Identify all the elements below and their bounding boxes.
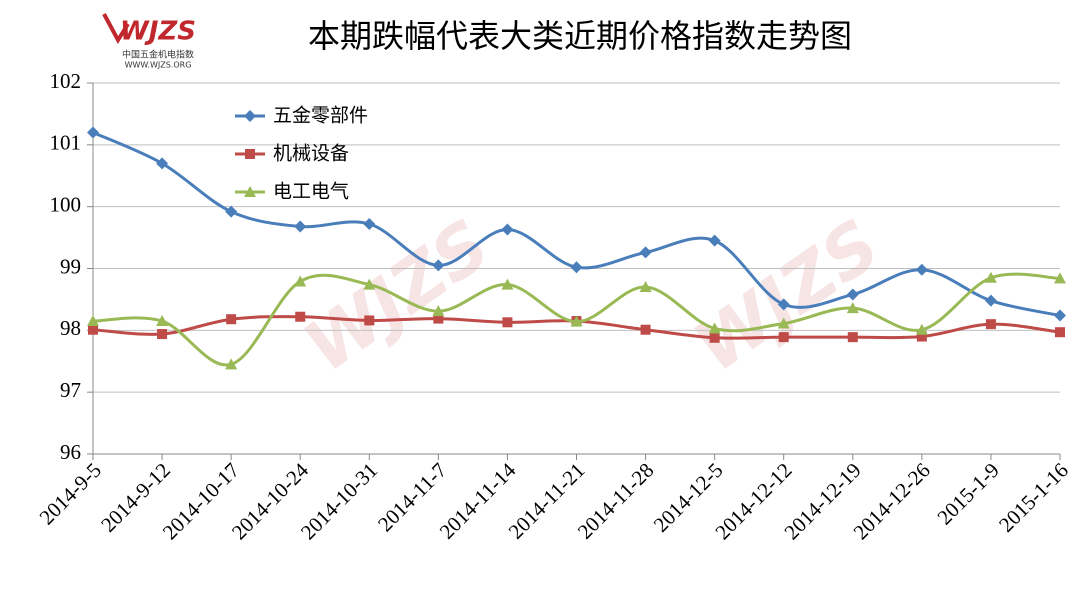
data-point: [363, 278, 376, 290]
data-point: [226, 314, 237, 325]
logo-mark: WJZS: [120, 17, 196, 47]
y-tick-label: 101: [50, 131, 82, 155]
data-point: [363, 217, 376, 230]
data-point: [225, 358, 238, 370]
data-point: [846, 288, 859, 301]
y-tick-label: 99: [60, 254, 81, 278]
legend-marker: [244, 186, 256, 197]
watermark-mark: WJZS: [680, 204, 895, 388]
x-tick-label: 2015-1-16: [994, 458, 1073, 537]
x-tick-label: 2014-11-28: [573, 458, 659, 544]
data-point: [985, 319, 996, 330]
y-tick-label: 100: [50, 192, 82, 216]
data-point: [639, 246, 652, 259]
logo: WJZS 中国五金机电指数 WWW.WJZS.ORG: [102, 13, 196, 70]
x-tick-label: 2015-1-9: [932, 458, 1003, 529]
y-tick-label: 97: [60, 378, 81, 402]
data-point: [570, 315, 583, 327]
legend-label: 机械设备: [273, 143, 349, 165]
data-point: [432, 259, 445, 272]
data-point: [777, 317, 790, 329]
data-point: [1054, 309, 1066, 322]
legend-marker: [245, 149, 255, 159]
data-point: [501, 278, 514, 290]
logo-url: WWW.WJZS.ORG: [125, 61, 192, 70]
data-point: [640, 324, 651, 335]
data-point: [1054, 272, 1066, 284]
x-tick-label: 2014-9-5: [35, 458, 106, 529]
data-point: [225, 205, 238, 218]
watermark: WJZS WJZS: [290, 204, 895, 388]
chart-title: 本期跌幅代表大类近期价格指数走势图: [308, 17, 852, 55]
data-point: [915, 263, 928, 276]
data-point: [846, 302, 859, 314]
y-tick-label: 102: [50, 69, 82, 93]
data-point: [916, 331, 927, 342]
data-point: [501, 223, 514, 236]
data-point: [156, 315, 169, 327]
data-point: [639, 281, 652, 293]
data-point: [156, 157, 169, 170]
data-point: [1055, 327, 1065, 338]
data-point: [708, 322, 721, 334]
data-point: [87, 315, 99, 327]
data-point: [88, 324, 98, 335]
logo-name: 中国五金机电指数: [122, 49, 194, 61]
data-point: [502, 317, 513, 328]
data-point: [847, 332, 858, 343]
data-point: [570, 261, 583, 274]
y-tick-label: 96: [60, 440, 81, 464]
data-point: [433, 313, 444, 324]
data-point: [364, 315, 375, 326]
data-point: [294, 220, 307, 233]
data-point: [295, 311, 306, 322]
data-point: [708, 234, 721, 247]
data-point: [984, 294, 997, 307]
data-point: [432, 305, 445, 317]
data-point: [984, 271, 997, 283]
data-point: [157, 329, 168, 340]
data-point: [709, 332, 720, 343]
legend-label: 电工电气: [273, 181, 349, 203]
legend-label: 五金零部件: [273, 105, 368, 127]
data-point: [777, 298, 790, 311]
data-point: [87, 126, 99, 139]
series-line: [92, 131, 1061, 317]
data-point: [294, 275, 307, 287]
data-point: [915, 323, 928, 335]
y-tick-label: 98: [60, 316, 81, 340]
data-point: [778, 332, 789, 343]
logo-icon: [102, 13, 130, 44]
legend-marker: [244, 110, 256, 122]
